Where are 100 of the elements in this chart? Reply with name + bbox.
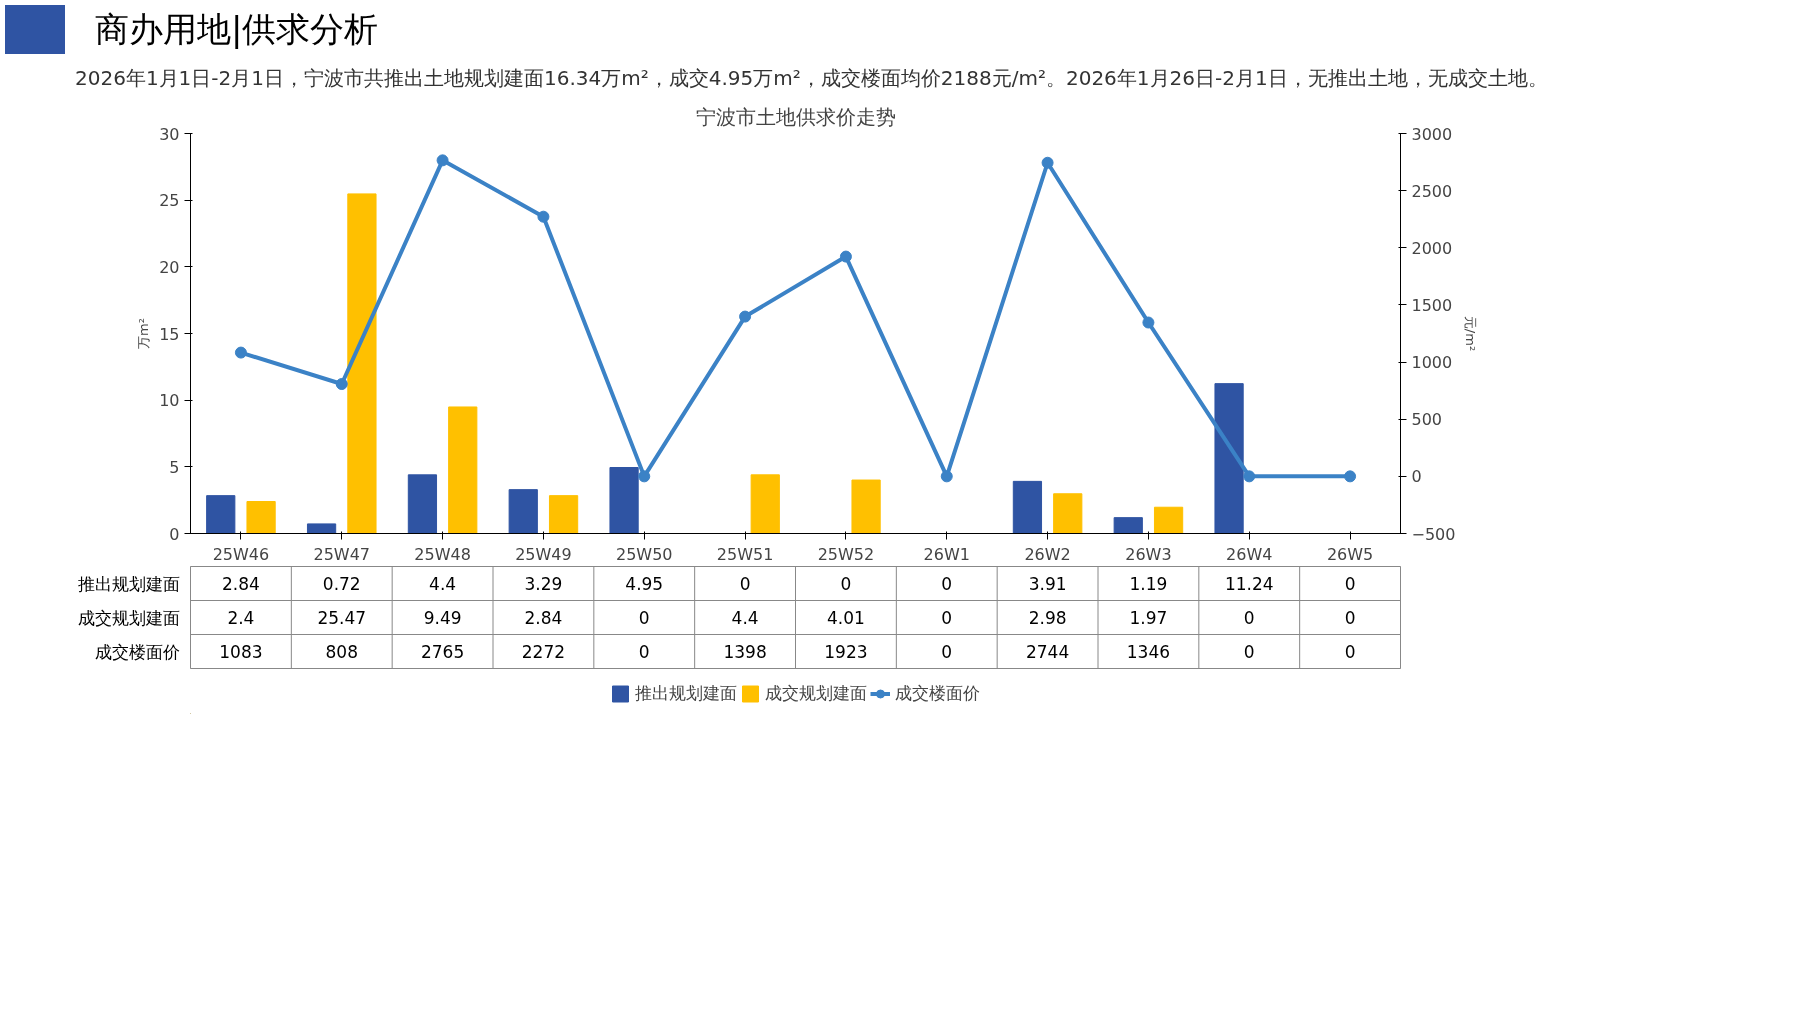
point xyxy=(940,470,953,483)
data-label: 0 xyxy=(1344,608,1356,629)
x-tick-label: 26W1 xyxy=(923,544,970,564)
data-label: 0 xyxy=(1344,642,1356,663)
data-label: 1.19 xyxy=(1129,574,1168,595)
data-label: 1346 xyxy=(1126,642,1171,663)
data-label: 2.4 xyxy=(227,608,255,629)
data-label: 0 xyxy=(1243,642,1255,663)
x-tick-label: 26W5 xyxy=(1326,544,1374,564)
data-label: 4.4 xyxy=(731,608,759,629)
data-label: 0 xyxy=(840,574,852,595)
y-tick-label: 15 xyxy=(159,324,180,344)
bar xyxy=(407,474,438,534)
y-tick-label: 0 xyxy=(169,524,180,544)
point xyxy=(638,470,651,483)
point xyxy=(335,378,348,391)
data-label: 1398 xyxy=(723,642,767,663)
data-label: 2765 xyxy=(420,642,465,663)
data-label: 11.24 xyxy=(1224,574,1274,595)
bar xyxy=(448,406,478,534)
data-label: 0 xyxy=(941,642,953,663)
x-tick-label: 26W4 xyxy=(1226,544,1273,564)
x-tick-label: 26W2 xyxy=(1024,544,1071,564)
y-tick-label: 30 xyxy=(159,124,180,144)
data-label: 25.47 xyxy=(317,608,367,629)
text: 成交规划建面 xyxy=(77,607,180,628)
data-label: 9.49 xyxy=(423,608,462,629)
bar xyxy=(246,501,276,534)
data-label: 2.98 xyxy=(1028,608,1067,629)
y2-tick-label: 500 xyxy=(1411,410,1443,430)
data-label: 3.29 xyxy=(524,574,563,595)
data-label: 0 xyxy=(638,608,650,629)
data-label: 808 xyxy=(325,642,358,663)
x-tick-label: 25W51 xyxy=(716,544,774,564)
text: 2026年1月1日-2月1日，宁波市共推出土地规划建面16.34万m²，成交4.95万m²，成交楼面均价2188元/m²。2026年1月26日-2月1日，无推出土地，无成交土地。 xyxy=(75,64,1548,92)
bar xyxy=(548,495,579,534)
bar xyxy=(851,479,881,534)
y-tick-label: 20 xyxy=(159,257,180,277)
point xyxy=(839,250,852,263)
y-tick-label: 10 xyxy=(159,391,180,411)
point xyxy=(1344,470,1357,483)
bar xyxy=(609,467,639,534)
data-label: 0 xyxy=(1344,574,1356,595)
bar xyxy=(1053,493,1083,534)
y2-axis-title: 元/m² xyxy=(1463,316,1479,352)
data-label: 4.95 xyxy=(625,574,664,595)
data-label: 1.97 xyxy=(1129,608,1168,629)
data-label: 1923 xyxy=(824,642,868,663)
point xyxy=(1243,470,1256,483)
legend-label: 成交规划建面 xyxy=(765,681,867,705)
data-label: 2744 xyxy=(1025,642,1070,663)
bar xyxy=(508,489,538,534)
legend-label: 推出规划建面 xyxy=(635,681,737,705)
point xyxy=(436,154,449,167)
bar xyxy=(750,474,780,534)
text: 推出规划建面 xyxy=(77,573,180,594)
data-label: 2.84 xyxy=(524,608,563,629)
data-label: 2.84 xyxy=(221,574,260,595)
chart-subtitle: 宁波市土地供求价走势 xyxy=(695,104,896,129)
y2-tick-label: −500 xyxy=(1411,524,1456,544)
point xyxy=(1142,316,1155,329)
data-label: 3.91 xyxy=(1028,574,1067,595)
bar xyxy=(347,193,377,534)
y2-tick-label: 1000 xyxy=(1411,353,1453,373)
data-label: 0 xyxy=(739,574,751,595)
x-tick-label: 25W49 xyxy=(515,544,572,564)
y2-tick-label: 0 xyxy=(1411,467,1422,487)
point xyxy=(537,210,550,223)
data-label: 0 xyxy=(941,574,953,595)
data-label: 1083 xyxy=(219,642,263,663)
y2-tick-label: 3000 xyxy=(1411,124,1453,144)
x-tick-label: 25W48 xyxy=(414,544,471,564)
data-label: 4.01 xyxy=(826,608,865,629)
point xyxy=(234,346,247,359)
point xyxy=(1041,156,1054,169)
y2-tick-label: 2000 xyxy=(1411,238,1453,258)
x-tick-label: 25W50 xyxy=(615,544,673,564)
y-tick-label: 5 xyxy=(169,457,180,477)
point xyxy=(739,310,752,323)
data-label: 2272 xyxy=(521,642,566,663)
bar xyxy=(1214,383,1244,534)
bar xyxy=(1153,506,1184,534)
data-label: 0.72 xyxy=(322,574,361,595)
data-label: 0 xyxy=(1243,608,1255,629)
bar xyxy=(306,523,337,534)
data-label: 0 xyxy=(941,608,953,629)
legend-label: 成交楼面价 xyxy=(895,681,980,705)
data-label: 4.4 xyxy=(429,574,457,595)
chart-title: 商办用地|供求分析 xyxy=(95,8,379,51)
data-label: 0 xyxy=(638,642,650,663)
x-tick-label: 25W52 xyxy=(817,544,875,564)
x-tick-label: 25W46 xyxy=(212,544,270,564)
x-tick-label: 25W47 xyxy=(313,544,371,564)
x-tick-label: 26W3 xyxy=(1125,544,1172,564)
bar xyxy=(1113,517,1143,534)
y-tick-label: 25 xyxy=(159,191,180,211)
bar xyxy=(206,495,236,534)
text: 成交楼面价 xyxy=(94,641,180,662)
y2-tick-label: 1500 xyxy=(1411,296,1453,316)
bar xyxy=(1012,480,1043,534)
